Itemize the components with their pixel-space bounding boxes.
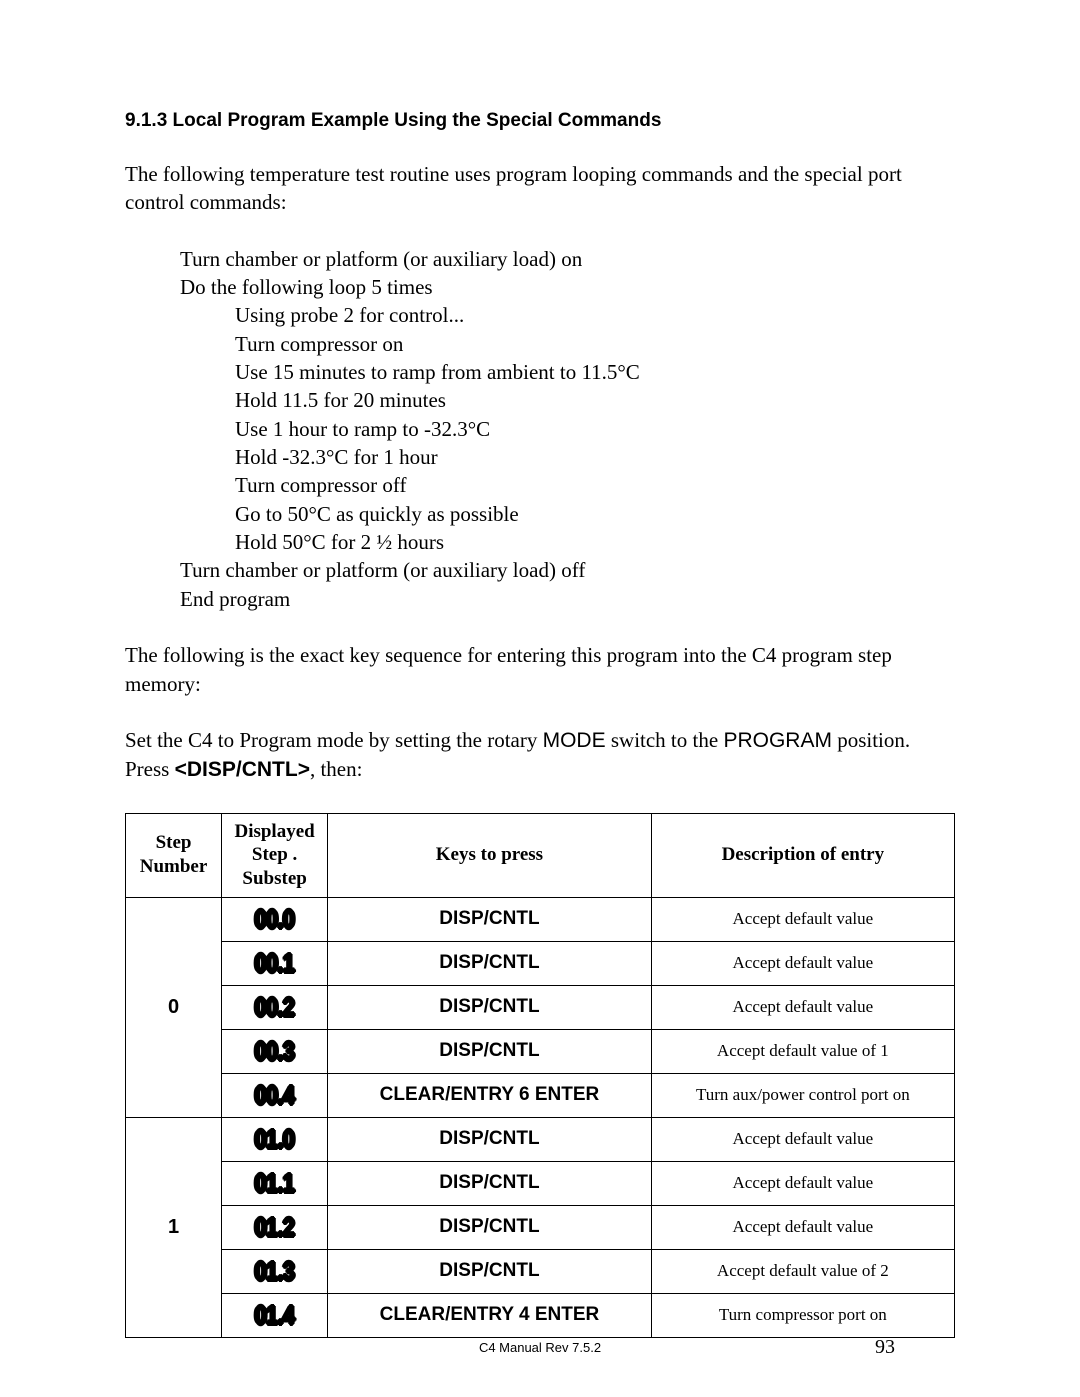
cell-disp: 00.0 bbox=[222, 897, 328, 941]
pseudo-line: Turn chamber or platform (or auxiliary l… bbox=[180, 245, 955, 273]
paragraph-2: The following is the exact key sequence … bbox=[125, 641, 955, 698]
cell-stepnum: 1 bbox=[126, 1117, 222, 1337]
pseudo-line: Hold -32.3°C for 1 hour bbox=[235, 443, 955, 471]
paragraph-3: Set the C4 to Program mode by setting th… bbox=[125, 726, 955, 785]
cell-keys: DISP/CNTL bbox=[328, 1161, 652, 1205]
cell-desc: Accept default value bbox=[651, 1161, 954, 1205]
section-heading: 9.1.3 Local Program Example Using the Sp… bbox=[125, 110, 955, 132]
cell-keys: DISP/CNTL bbox=[328, 985, 652, 1029]
table-header-row: Step Number Displayed Step . Substep Key… bbox=[126, 813, 955, 897]
cell-disp: 01.3 bbox=[222, 1249, 328, 1293]
table-row: 01.3 DISP/CNTL Accept default value of 2 bbox=[126, 1249, 955, 1293]
seg-display: 00.2 bbox=[255, 992, 295, 1023]
pseudo-line: Use 1 hour to ramp to -32.3°C bbox=[235, 415, 955, 443]
page-number: 93 bbox=[875, 1336, 895, 1359]
table-row: 01.2 DISP/CNTL Accept default value bbox=[126, 1205, 955, 1249]
th-desc: Description of entry bbox=[651, 813, 954, 897]
pseudo-line: Hold 11.5 for 20 minutes bbox=[235, 386, 955, 414]
pseudo-line: Hold 50°C for 2 ½ hours bbox=[235, 528, 955, 556]
cell-desc: Turn aux/power control port on bbox=[651, 1073, 954, 1117]
cell-keys: CLEAR/ENTRY 4 ENTER bbox=[328, 1293, 652, 1337]
table-row: 00.1 DISP/CNTL Accept default value bbox=[126, 941, 955, 985]
cell-keys: DISP/CNTL bbox=[328, 941, 652, 985]
seg-display: 01.0 bbox=[255, 1124, 295, 1155]
seg-display: 00.3 bbox=[255, 1036, 295, 1067]
table-row: 01.1 DISP/CNTL Accept default value bbox=[126, 1161, 955, 1205]
cell-desc: Accept default value bbox=[651, 1205, 954, 1249]
th-keys: Keys to press bbox=[328, 813, 652, 897]
pseudo-line: Do the following loop 5 times bbox=[180, 273, 955, 301]
seg-display: 01.4 bbox=[255, 1300, 295, 1331]
cell-keys: DISP/CNTL bbox=[328, 897, 652, 941]
table-row: 00.3 DISP/CNTL Accept default value of 1 bbox=[126, 1029, 955, 1073]
p3-text: , then: bbox=[310, 757, 363, 781]
key-sequence-table: Step Number Displayed Step . Substep Key… bbox=[125, 813, 955, 1338]
seg-display: 01.1 bbox=[255, 1168, 295, 1199]
cell-disp: 01.1 bbox=[222, 1161, 328, 1205]
seg-display: 01.2 bbox=[255, 1212, 295, 1243]
p3-program: PROGRAM bbox=[723, 729, 832, 752]
pseudocode-block: Turn chamber or platform (or auxiliary l… bbox=[180, 245, 955, 613]
seg-display: 00.0 bbox=[255, 904, 295, 935]
th-disp: Displayed Step . Substep bbox=[222, 813, 328, 897]
p3-key: <DISP/CNTL> bbox=[175, 758, 310, 781]
table-row: 01.4 CLEAR/ENTRY 4 ENTER Turn compressor… bbox=[126, 1293, 955, 1337]
cell-disp: 00.3 bbox=[222, 1029, 328, 1073]
intro-paragraph: The following temperature test routine u… bbox=[125, 160, 955, 217]
pseudo-line: Turn chamber or platform (or auxiliary l… bbox=[180, 556, 955, 584]
cell-desc: Accept default value of 1 bbox=[651, 1029, 954, 1073]
cell-keys: DISP/CNTL bbox=[328, 1205, 652, 1249]
p3-text: switch to the bbox=[606, 728, 724, 752]
seg-display: 00.1 bbox=[255, 948, 295, 979]
seg-display: 01.3 bbox=[255, 1256, 295, 1287]
pseudo-line: Turn compressor off bbox=[235, 471, 955, 499]
table-row: 00.2 DISP/CNTL Accept default value bbox=[126, 985, 955, 1029]
cell-desc: Turn compressor port on bbox=[651, 1293, 954, 1337]
cell-keys: CLEAR/ENTRY 6 ENTER bbox=[328, 1073, 652, 1117]
cell-disp: 01.2 bbox=[222, 1205, 328, 1249]
table-row: 0 00.0 DISP/CNTL Accept default value bbox=[126, 897, 955, 941]
seg-display: 00.4 bbox=[255, 1080, 295, 1111]
cell-desc: Accept default value bbox=[651, 985, 954, 1029]
th-step: Step Number bbox=[126, 813, 222, 897]
cell-disp: 00.2 bbox=[222, 985, 328, 1029]
table-row: 1 01.0 DISP/CNTL Accept default value bbox=[126, 1117, 955, 1161]
cell-desc: Accept default value bbox=[651, 897, 954, 941]
footer-text: C4 Manual Rev 7.5.2 bbox=[0, 1340, 1080, 1355]
pseudo-line: Turn compressor on bbox=[235, 330, 955, 358]
cell-disp: 00.1 bbox=[222, 941, 328, 985]
cell-disp: 01.4 bbox=[222, 1293, 328, 1337]
pseudo-line: Use 15 minutes to ramp from ambient to 1… bbox=[235, 358, 955, 386]
table-row: 00.4 CLEAR/ENTRY 6 ENTER Turn aux/power … bbox=[126, 1073, 955, 1117]
pseudo-line: End program bbox=[180, 585, 955, 613]
pseudo-line: Go to 50°C as quickly as possible bbox=[235, 500, 955, 528]
cell-disp: 00.4 bbox=[222, 1073, 328, 1117]
cell-keys: DISP/CNTL bbox=[328, 1029, 652, 1073]
cell-keys: DISP/CNTL bbox=[328, 1249, 652, 1293]
cell-desc: Accept default value bbox=[651, 1117, 954, 1161]
p3-text: Set the C4 to Program mode by setting th… bbox=[125, 728, 543, 752]
cell-desc: Accept default value bbox=[651, 941, 954, 985]
pseudo-line: Using probe 2 for control... bbox=[235, 301, 955, 329]
cell-stepnum: 0 bbox=[126, 897, 222, 1117]
cell-desc: Accept default value of 2 bbox=[651, 1249, 954, 1293]
cell-disp: 01.0 bbox=[222, 1117, 328, 1161]
cell-keys: DISP/CNTL bbox=[328, 1117, 652, 1161]
p3-mode: MODE bbox=[543, 729, 606, 752]
